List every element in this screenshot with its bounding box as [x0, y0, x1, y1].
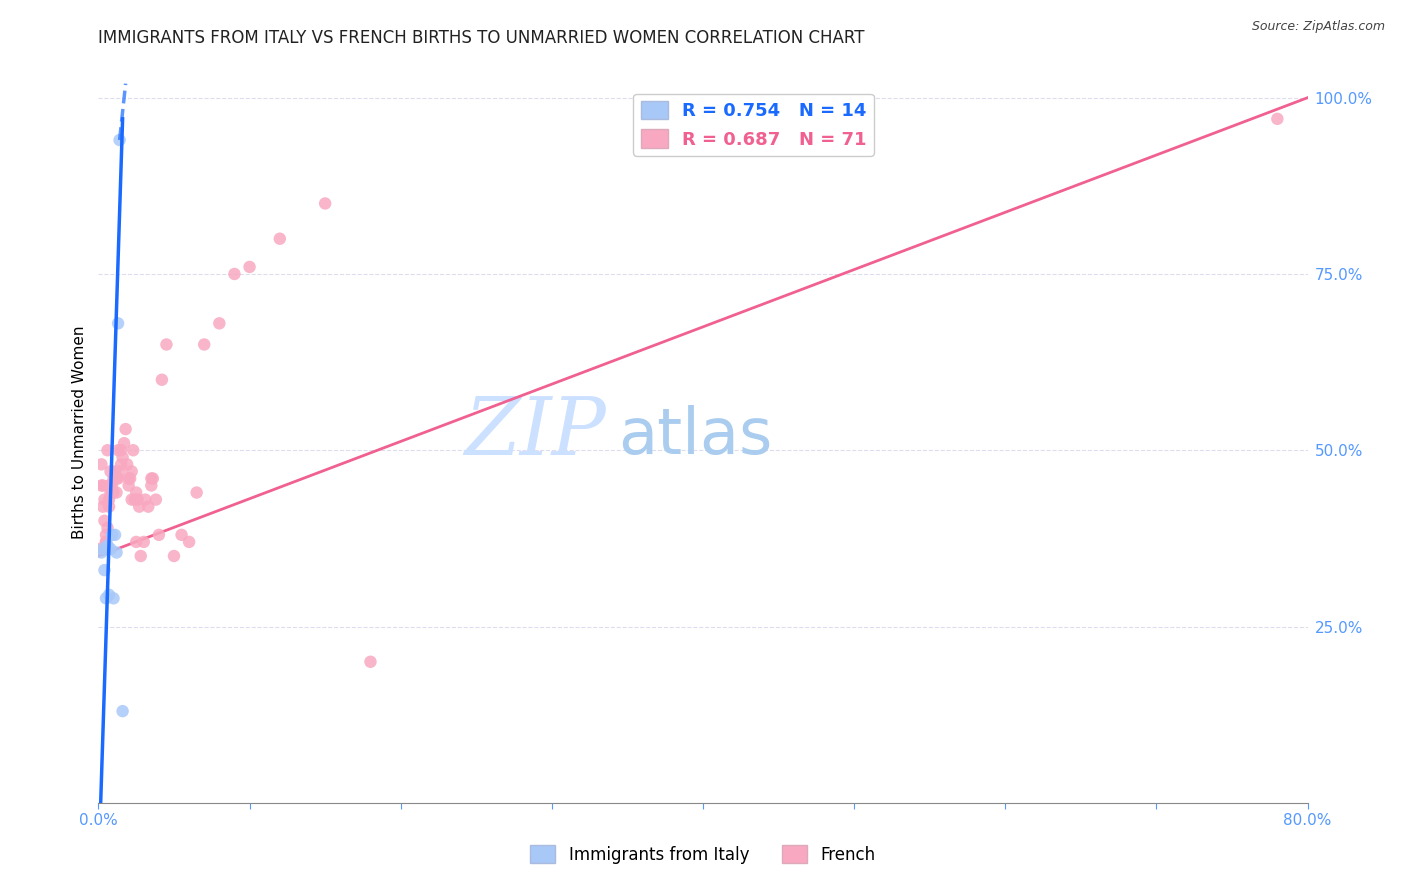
Point: [100, 464, 122, 478]
Legend: Immigrants from Italy, French: Immigrants from Italy, French: [523, 838, 883, 871]
Point: [96, 521, 118, 535]
Text: IMMIGRANTS FROM ITALY VS FRENCH BIRTHS TO UNMARRIED WOMEN CORRELATION CHART: IMMIGRANTS FROM ITALY VS FRENCH BIRTHS T…: [98, 29, 865, 47]
Text: Source: ZipAtlas.com: Source: ZipAtlas.com: [1251, 20, 1385, 33]
Point: [96, 538, 118, 552]
Point: [186, 485, 208, 500]
Point: [89, 541, 111, 556]
Point: [110, 458, 132, 472]
Point: [125, 485, 148, 500]
Point: [224, 267, 246, 281]
Point: [100, 485, 122, 500]
Point: [114, 422, 136, 436]
Point: [314, 196, 336, 211]
Point: [103, 471, 125, 485]
Point: [141, 478, 163, 492]
Point: [107, 443, 129, 458]
Point: [122, 443, 145, 458]
Point: [94, 535, 117, 549]
Point: [96, 541, 118, 556]
Point: [107, 316, 129, 330]
Point: [129, 549, 152, 563]
Point: [124, 492, 146, 507]
Point: [103, 591, 125, 606]
Point: [98, 492, 121, 507]
Point: [90, 545, 112, 559]
Point: [208, 316, 231, 330]
Y-axis label: Births to Unmarried Women: Births to Unmarried Women: [72, 326, 87, 540]
Point: [104, 528, 127, 542]
Point: [103, 485, 125, 500]
Point: [142, 471, 165, 485]
Point: [108, 133, 131, 147]
Point: [141, 471, 163, 485]
Point: [93, 541, 115, 556]
Point: [239, 260, 262, 274]
Point: [121, 464, 143, 478]
Point: [94, 591, 117, 606]
Point: [108, 464, 131, 478]
Point: [125, 535, 148, 549]
Point: [163, 549, 186, 563]
Point: [94, 528, 117, 542]
Point: [107, 471, 129, 485]
Point: [105, 485, 128, 500]
Point: [101, 485, 124, 500]
Point: [360, 655, 382, 669]
Point: [150, 373, 173, 387]
Text: atlas: atlas: [619, 405, 773, 467]
Point: [101, 478, 124, 492]
Point: [111, 450, 134, 465]
Point: [136, 500, 159, 514]
Point: [94, 535, 117, 549]
Point: [128, 500, 150, 514]
Point: [90, 458, 112, 472]
Legend: R = 0.754   N = 14, R = 0.687   N = 71: R = 0.754 N = 14, R = 0.687 N = 71: [634, 94, 875, 156]
Point: [91, 541, 114, 556]
Point: [112, 436, 135, 450]
Point: [98, 588, 121, 602]
Point: [105, 545, 128, 559]
Point: [101, 528, 124, 542]
Point: [179, 535, 201, 549]
Point: [110, 443, 132, 458]
Point: [100, 541, 122, 556]
Point: [104, 471, 127, 485]
Point: [127, 492, 149, 507]
Point: [120, 471, 142, 485]
Point: [145, 492, 167, 507]
Point: [269, 232, 291, 246]
Point: [91, 500, 114, 514]
Point: [111, 704, 134, 718]
Point: [93, 492, 115, 507]
Point: [105, 471, 128, 485]
Point: [170, 528, 193, 542]
Point: [96, 443, 118, 458]
Point: [115, 458, 138, 472]
Text: ZIP: ZIP: [464, 394, 606, 471]
Point: [134, 492, 156, 507]
Point: [93, 563, 115, 577]
Point: [121, 492, 143, 507]
Point: [100, 478, 122, 492]
Point: [93, 514, 115, 528]
Point: [1267, 112, 1289, 126]
Point: [118, 478, 141, 492]
Point: [132, 535, 155, 549]
Point: [91, 478, 114, 492]
Point: [90, 478, 112, 492]
Point: [193, 337, 215, 351]
Point: [98, 478, 121, 492]
Point: [98, 500, 121, 514]
Point: [148, 528, 170, 542]
Point: [118, 471, 141, 485]
Point: [155, 337, 177, 351]
Point: [104, 464, 127, 478]
